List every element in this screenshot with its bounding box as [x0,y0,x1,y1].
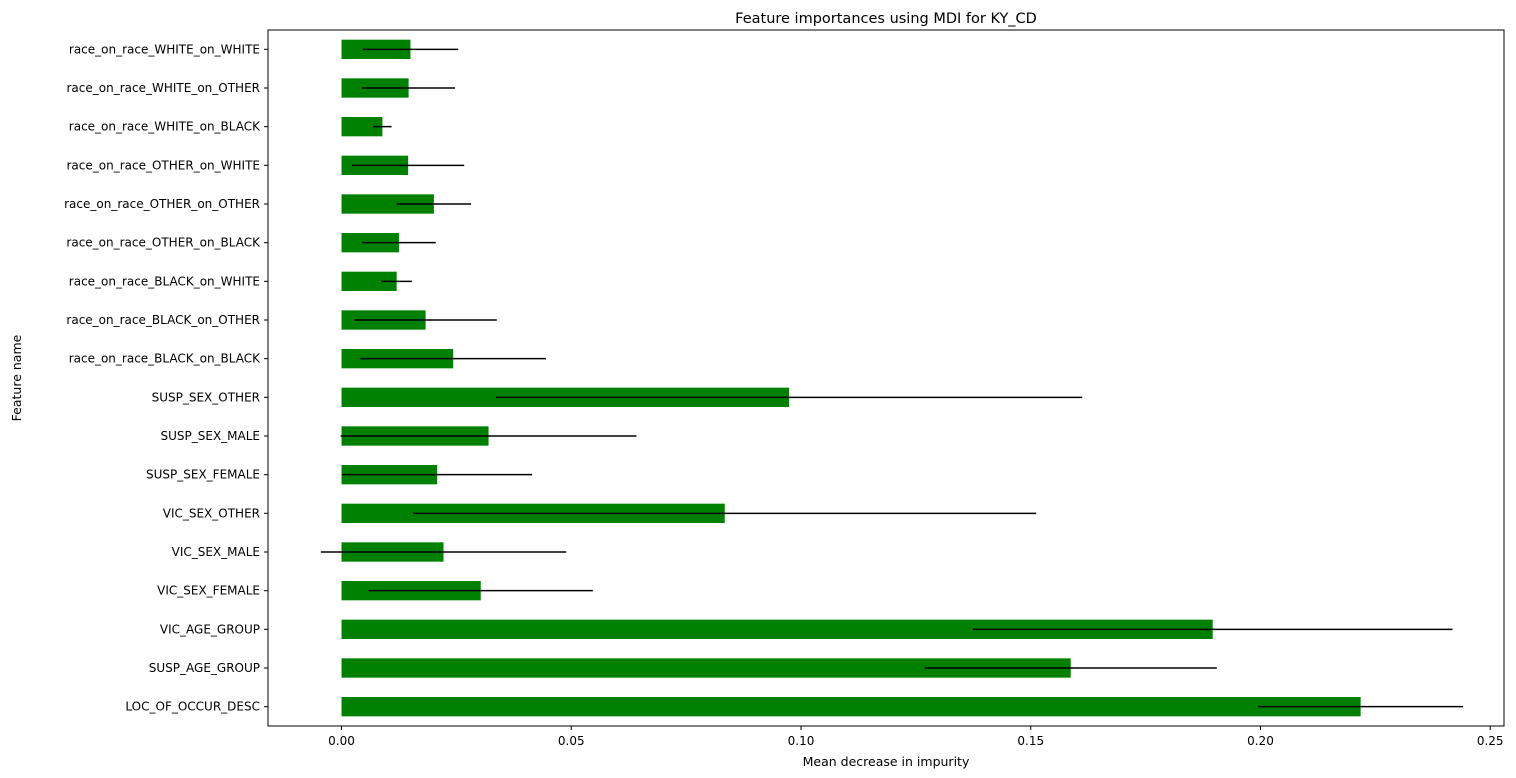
y-tick-label: SUSP_SEX_FEMALE [146,468,260,482]
x-tick-label: 0.15 [1017,734,1044,748]
x-axis-label: Mean decrease in impurity [803,754,970,769]
y-tick-label: race_on_race_BLACK_on_BLACK [69,352,261,366]
bar [341,194,434,214]
plot-frame [267,29,1505,727]
x-tick-label: 0.20 [1247,734,1274,748]
x-tick-label: 0.00 [328,734,355,748]
plot-area: LOC_OF_OCCUR_DESC SUSP_AGE_GROUP VIC_AGE_G… [64,39,1504,748]
y-tick-label: VIC_SEX_OTHER [163,506,260,520]
y-tick-label: SUSP_SEX_MALE [160,429,260,443]
y-tick-label: SUSP_AGE_GROUP [149,661,260,675]
y-axis-label: Feature name [9,334,24,421]
y-tick-label: race_on_race_WHITE_on_BLACK [69,120,261,134]
y-tick-label: SUSP_SEX_OTHER [152,390,260,404]
x-tick-label: 0.25 [1477,734,1504,748]
y-tick-label: race_on_race_WHITE_on_WHITE [69,42,260,56]
y-tick-label: VIC_SEX_FEMALE [157,584,260,598]
x-tick-label: 0.10 [788,734,815,748]
chart-title: Feature importances using MDI for KY_CD [735,11,1037,27]
y-tick-label: VIC_AGE_GROUP [160,622,260,636]
bar [341,697,1361,717]
y-tick-label: LOC_OF_OCCUR_DESC [125,700,260,714]
y-tick-label: race_on_race_OTHER_on_OTHER [64,197,260,211]
y-tick-label: race_on_race_BLACK_on_WHITE [69,274,260,288]
y-tick-label: race_on_race_OTHER_on_BLACK [66,236,261,250]
y-tick-label: VIC_SEX_MALE [172,545,260,559]
bar [341,619,1213,639]
y-tick-label: race_on_race_OTHER_on_WHITE [67,158,261,172]
y-tick-label: race_on_race_BLACK_on_OTHER [66,313,260,327]
bar [341,658,1071,678]
bar [341,271,397,291]
x-tick-label: 0.05 [558,734,585,748]
y-tick-label: race_on_race_WHITE_on_OTHER [67,81,261,95]
bar [341,117,383,137]
